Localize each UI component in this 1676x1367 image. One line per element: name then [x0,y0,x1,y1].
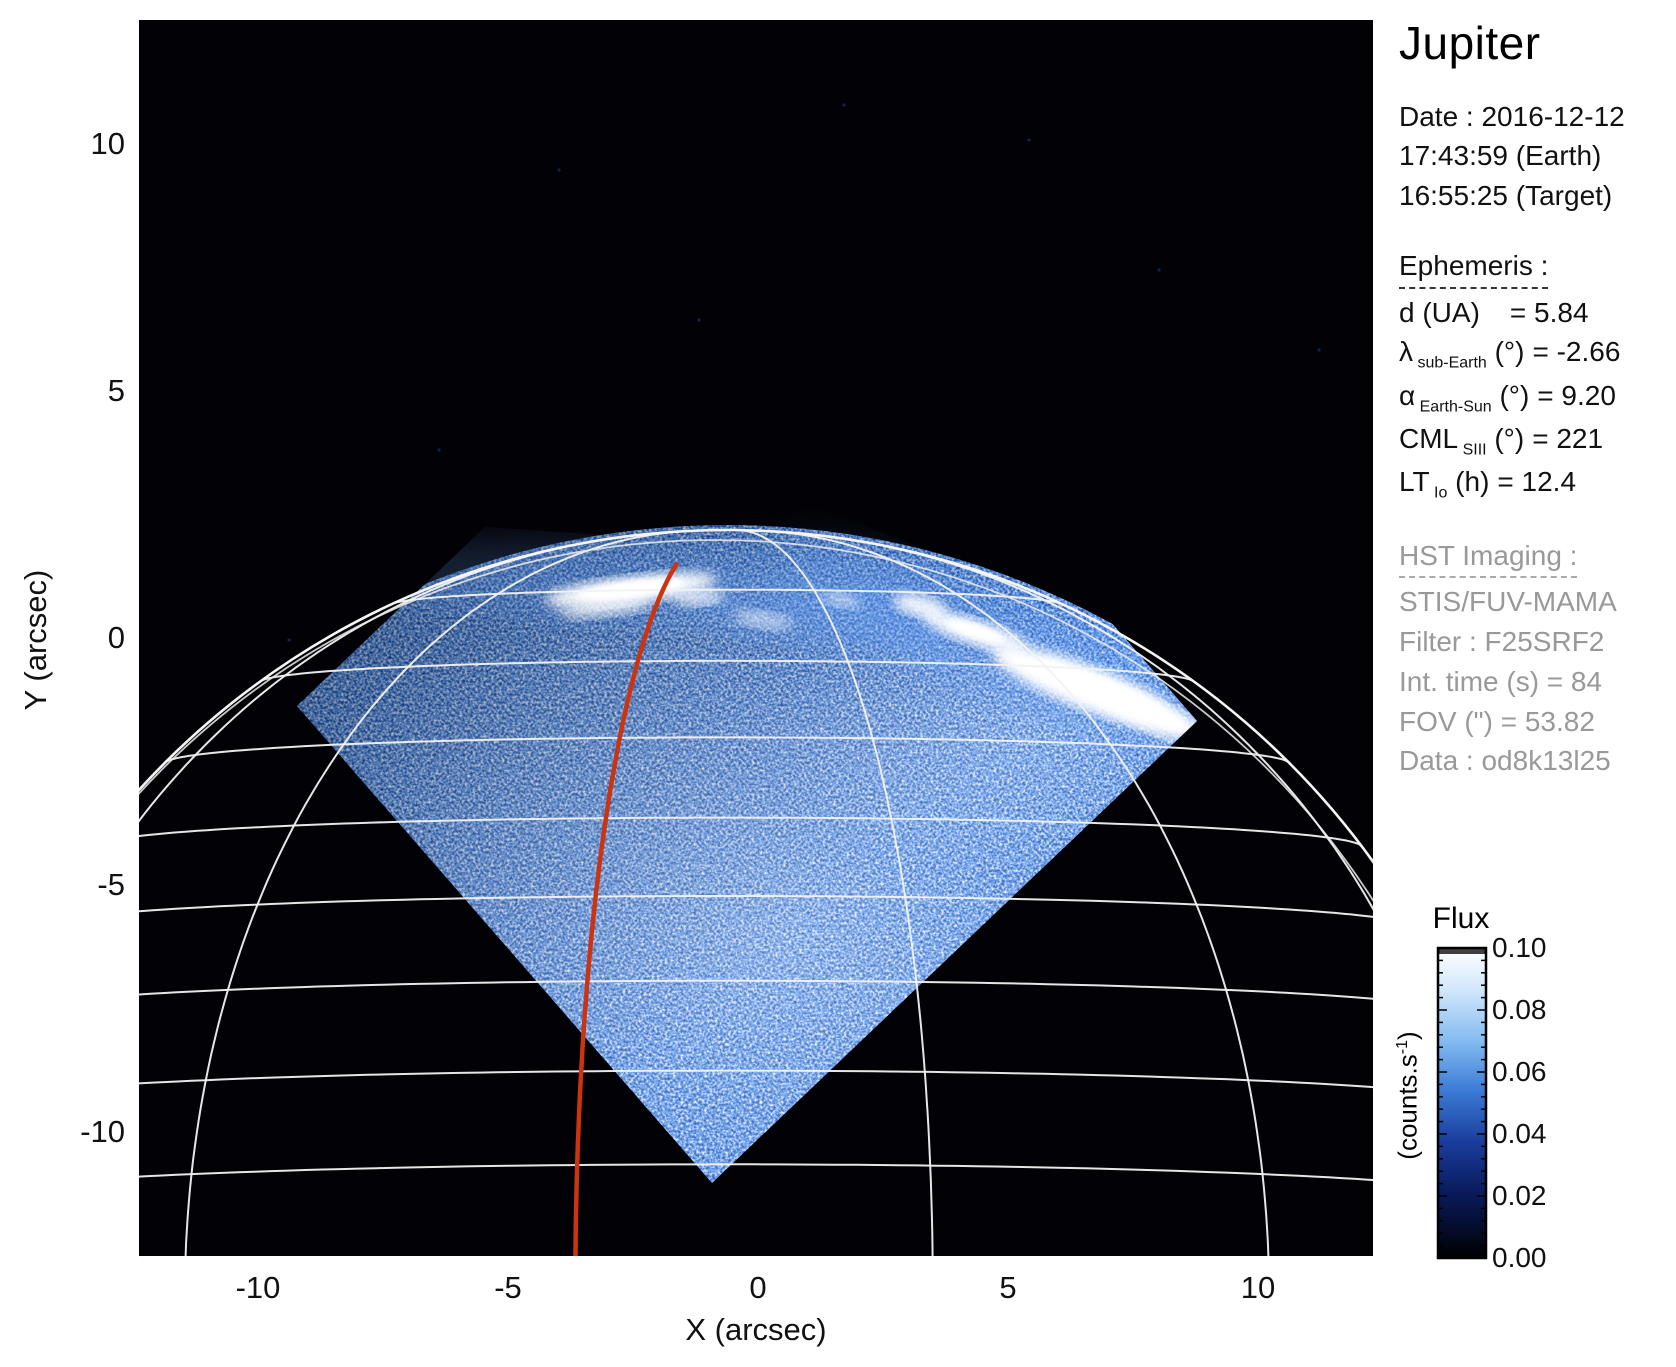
x-tick-label: 5 [999,1270,1017,1305]
auroral-oval-emission [314,539,1197,754]
star-dot [1317,348,1321,352]
ephemeris-row: α Earth-Sun (°) = 9.20 [1399,379,1616,416]
unit-text: (counts.s [1392,1054,1423,1160]
colorbar-tick-label: 0.10 [1492,932,1547,963]
aurora-patch [733,610,793,630]
y-axis-title: Y (arcsec) [18,569,53,711]
y-tick-label: -5 [97,867,125,902]
meridian-line [184,529,690,1256]
aurora-patch [561,597,653,619]
x-tick-label: 10 [1240,1270,1276,1305]
hst-imaging-section: HST Imaging : STIS/FUV-MAMA Filter : F25S… [1399,536,1669,782]
meridian-line [139,537,610,823]
latitude-circle [139,895,1373,918]
latitude-circle [139,1069,1373,1089]
meridian-line [844,537,1373,911]
x-tick-label: -10 [235,1270,281,1305]
highlighted-meridian-line [573,562,679,1256]
faint-stars [287,103,1321,642]
y-tick-label: 5 [107,373,125,408]
colorbar-unit: (counts.s-1) [1393,946,1424,1246]
page-title: Jupiter [1399,17,1541,69]
meridian-line [737,529,934,1256]
star-dot [1027,138,1031,142]
hst-row: Int. time (s) = 84 [1399,665,1603,697]
aurora-patch [1131,702,1187,732]
aurora-patch [576,578,686,600]
colorbar-tick-label: 0.06 [1492,1056,1547,1087]
colorbar [1436,946,1488,1260]
date-line: Date : 2016-12-12 [1399,100,1625,132]
colorbar-tick-label: 0.08 [1492,994,1547,1025]
colorbar-title: Flux [1432,902,1490,935]
hst-rows: STIS/FUV-MAMA Filter : F25SRF2 Int. time (… [1399,582,1669,781]
plot-area [139,20,1373,1256]
planet-coordinate-grid [139,528,1373,1256]
latitude-circle [392,588,1061,605]
star-dot [1157,268,1161,272]
aurora-patch [673,589,725,607]
x-tick-label: -5 [494,1270,522,1305]
x-tick-label: 0 [749,1270,767,1305]
terminator-arc [139,539,1373,903]
colorbar-tick-label: 0.00 [1492,1242,1547,1273]
ephemeris-row: CML SIII (°) = 221 [1399,422,1604,459]
plot-canvas [139,20,1373,1256]
star-dot [557,168,561,172]
colorbar-tick-label: 0.02 [1492,1180,1547,1211]
target-time-line: 16:55:25 (Target) [1399,180,1613,212]
hst-heading: HST Imaging : [1399,536,1578,579]
ephemeris-heading: Ephemeris : [1399,246,1549,289]
star-dot [437,448,441,452]
latitude-circle [165,736,1289,763]
y-tick-label: 10 [90,126,125,161]
colorbar-tick-label: 0.04 [1492,1118,1547,1149]
y-tick-label: -10 [80,1114,125,1149]
aurora-patch [681,581,957,659]
earth-time-line: 17:43:59 (Earth) [1399,140,1602,172]
aurora-patch [1172,714,1197,754]
hst-row: Filter : F25SRF2 [1399,626,1605,658]
x-axis-title: X (arcsec) [685,1312,827,1347]
star-dot [697,318,701,322]
hst-row: Data : od8k13l25 [1399,745,1611,777]
unit-close: ) [1392,1031,1423,1040]
star-dot [287,638,291,642]
unit-exponent: -1 [1393,1039,1411,1055]
latitude-circle [139,1163,1373,1182]
ephemeris-rows: d (UA) = 5.84 λ sub-Earth (°) = -2.66 α Eart… [1399,293,1669,506]
planet-limb-arc [139,528,1373,865]
star-dot [842,103,846,107]
ephemeris-row: d (UA) = 5.84 [1399,296,1589,328]
aurora-patch [1028,659,1160,715]
observation-datetime: Date : 2016-12-12 17:43:59 (Earth) 16:55… [1399,97,1669,216]
aurora-patch [821,591,861,609]
info-panel: Jupiter Date : 2016-12-12 17:43:59 (Eart… [1399,18,1669,781]
colorbar-gradient [1436,946,1488,1260]
ephemeris-row: λ sub-Earth (°) = -2.66 [1399,336,1621,372]
latitude-circle [139,816,1362,847]
y-tick-label: 0 [107,620,125,655]
colorbar-tick-marks [1437,947,1487,1259]
latitude-circle [139,979,1373,1000]
hst-row: STIS/FUV-MAMA [1399,586,1617,618]
hst-row: FOV (") = 53.82 [1399,705,1595,737]
aurora-patch [946,619,1004,643]
latitude-circle [261,659,1194,682]
ephemeris-section: Ephemeris : d (UA) = 5.84 λ sub-Earth (°) =… [1399,246,1669,506]
ephemeris-row: LT Io (h) = 12.4 [1399,466,1577,502]
